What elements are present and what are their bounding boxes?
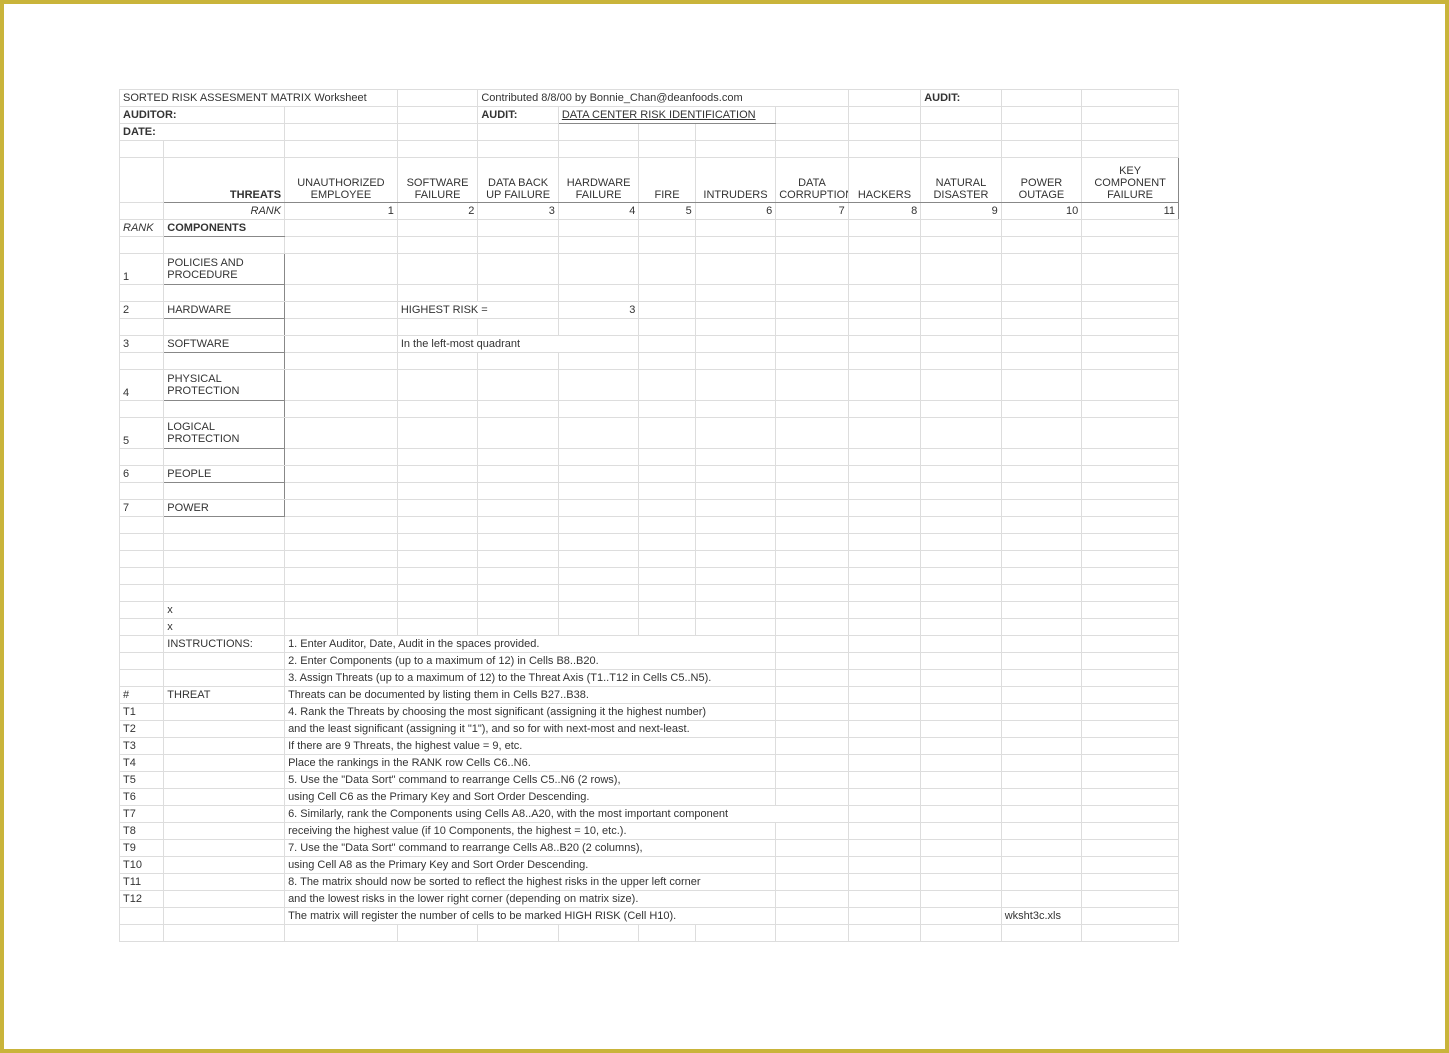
- threat-id: T5: [120, 772, 164, 789]
- rank-col-label: RANK: [120, 220, 164, 237]
- threat-header: POWER OUTAGE: [1001, 158, 1082, 203]
- threat-header: DATA CORRUPTION: [776, 158, 848, 203]
- x-mark: x: [164, 602, 285, 619]
- threat-id: T2: [120, 721, 164, 738]
- instructions-label: INSTRUCTIONS:: [164, 636, 285, 653]
- component-rank[interactable]: 3: [120, 336, 164, 353]
- threat-id: T8: [120, 823, 164, 840]
- component-rank[interactable]: 5: [120, 418, 164, 449]
- threat-id: T7: [120, 806, 164, 823]
- spreadsheet: SORTED RISK ASSESMENT MATRIX Worksheet C…: [119, 89, 1179, 942]
- component-label[interactable]: POLICIES AND PROCEDURE: [164, 254, 285, 285]
- rank-cell[interactable]: 3: [478, 203, 559, 220]
- threat-list-num-header: #: [120, 687, 164, 704]
- component-label[interactable]: HARDWARE: [164, 302, 285, 319]
- rank-cell[interactable]: 11: [1082, 203, 1179, 220]
- threat-id: T3: [120, 738, 164, 755]
- rank-cell[interactable]: 9: [921, 203, 1002, 220]
- instruction-line: receiving the highest value (if 10 Compo…: [285, 823, 776, 840]
- threat-id: T6: [120, 789, 164, 806]
- threat-id: T11: [120, 874, 164, 891]
- audit-value[interactable]: DATA CENTER RISK IDENTIFICATION: [558, 107, 775, 124]
- instruction-line: 8. The matrix should now be sorted to re…: [285, 874, 776, 891]
- threat-id: T1: [120, 704, 164, 721]
- threat-header: UNAUTHORIZED EMPLOYEE: [285, 158, 398, 203]
- audit-label-right: AUDIT:: [921, 90, 1002, 107]
- contributed-cell: Contributed 8/8/00 by Bonnie_Chan@deanfo…: [478, 90, 848, 107]
- component-label[interactable]: PEOPLE: [164, 466, 285, 483]
- instruction-line: 5. Use the "Data Sort" command to rearra…: [285, 772, 776, 789]
- threat-header: DATA BACK UP FAILURE: [478, 158, 559, 203]
- instruction-line: using Cell C6 as the Primary Key and Sor…: [285, 789, 776, 806]
- threat-id: T9: [120, 840, 164, 857]
- highest-risk-label: HIGHEST RISK =: [397, 302, 558, 319]
- instruction-line: 6. Similarly, rank the Components using …: [285, 806, 849, 823]
- title-cell: SORTED RISK ASSESMENT MATRIX Worksheet: [120, 90, 398, 107]
- threat-header: INTRUDERS: [695, 158, 776, 203]
- component-label[interactable]: POWER: [164, 500, 285, 517]
- threat-id: T10: [120, 857, 164, 874]
- audit-label: AUDIT:: [478, 107, 559, 124]
- rank-cell[interactable]: 8: [848, 203, 920, 220]
- components-label: COMPONENTS: [164, 220, 285, 237]
- threat-header: FIRE: [639, 158, 695, 203]
- filename-cell: wksht3c.xls: [1001, 908, 1082, 925]
- threat-id: T4: [120, 755, 164, 772]
- component-rank[interactable]: 6: [120, 466, 164, 483]
- rank-label: RANK: [164, 203, 285, 220]
- instruction-line: The matrix will register the number of c…: [285, 908, 776, 925]
- rank-cell[interactable]: 10: [1001, 203, 1082, 220]
- threat-list-label-header: THREAT: [164, 687, 285, 704]
- component-label[interactable]: SOFTWARE: [164, 336, 285, 353]
- highest-risk-value: 3: [558, 302, 639, 319]
- threats-label: THREATS: [164, 158, 285, 203]
- instruction-line: 2. Enter Components (up to a maximum of …: [285, 653, 776, 670]
- instruction-line: and the least significant (assigning it …: [285, 721, 776, 738]
- x-mark: x: [164, 619, 285, 636]
- rank-cell[interactable]: 7: [776, 203, 848, 220]
- rank-cell[interactable]: 1: [285, 203, 398, 220]
- component-rank[interactable]: 2: [120, 302, 164, 319]
- worksheet-table: SORTED RISK ASSESMENT MATRIX Worksheet C…: [119, 89, 1179, 942]
- rank-cell[interactable]: 2: [397, 203, 478, 220]
- threat-header: SOFTWARE FAILURE: [397, 158, 478, 203]
- threat-header: KEY COMPONENT FAILURE: [1082, 158, 1179, 203]
- rank-cell[interactable]: 6: [695, 203, 776, 220]
- quadrant-note: In the left-most quadrant: [397, 336, 639, 353]
- document-frame: SORTED RISK ASSESMENT MATRIX Worksheet C…: [0, 0, 1449, 1053]
- component-label[interactable]: LOGICAL PROTECTION: [164, 418, 285, 449]
- component-rank[interactable]: 7: [120, 500, 164, 517]
- rank-cell[interactable]: 5: [639, 203, 695, 220]
- threat-header: NATURAL DISASTER: [921, 158, 1002, 203]
- instruction-line: 7. Use the "Data Sort" command to rearra…: [285, 840, 776, 857]
- instruction-line: If there are 9 Threats, the highest valu…: [285, 738, 776, 755]
- instruction-line: using Cell A8 as the Primary Key and Sor…: [285, 857, 776, 874]
- component-rank[interactable]: 1: [120, 254, 164, 285]
- rank-cell[interactable]: 4: [558, 203, 639, 220]
- instruction-line: Threats can be documented by listing the…: [285, 687, 776, 704]
- component-label[interactable]: PHYSICAL PROTECTION: [164, 370, 285, 401]
- date-label: DATE:: [120, 124, 285, 141]
- instruction-line: and the lowest risks in the lower right …: [285, 891, 776, 908]
- instruction-line: 1. Enter Auditor, Date, Audit in the spa…: [285, 636, 776, 653]
- threat-header: HARDWARE FAILURE: [558, 158, 639, 203]
- auditor-label: AUDITOR:: [120, 107, 285, 124]
- threat-id: T12: [120, 891, 164, 908]
- instruction-line: Place the rankings in the RANK row Cells…: [285, 755, 776, 772]
- instruction-line: 4. Rank the Threats by choosing the most…: [285, 704, 776, 721]
- component-rank[interactable]: 4: [120, 370, 164, 401]
- threat-header: HACKERS: [848, 158, 920, 203]
- instruction-line: 3. Assign Threats (up to a maximum of 12…: [285, 670, 776, 687]
